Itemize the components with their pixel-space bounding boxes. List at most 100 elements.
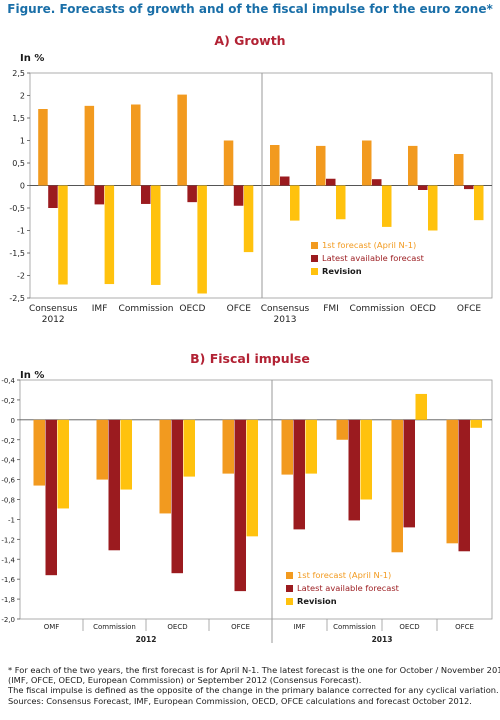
- y-tick-label: -0,4: [1, 377, 15, 385]
- bar: [151, 185, 161, 285]
- bar: [293, 419, 305, 530]
- bar: [391, 419, 403, 553]
- bar: [418, 185, 428, 190]
- bar: [408, 145, 418, 186]
- bar: [183, 419, 195, 477]
- y-tick-label: -1: [8, 516, 15, 524]
- bar: [326, 178, 336, 186]
- category-label: Consensus: [261, 304, 310, 314]
- bar: [33, 419, 45, 486]
- bar: [281, 419, 293, 475]
- year-label: 2012: [136, 635, 157, 644]
- bar: [96, 419, 108, 480]
- bar: [243, 185, 254, 253]
- legend-swatch: [286, 572, 293, 579]
- growth-panel-title: A) Growth: [214, 33, 286, 48]
- category-label: IMF: [92, 304, 108, 314]
- category-label: Commission: [350, 304, 405, 314]
- figure-title: Figure. Forecasts of growth and of the f…: [7, 2, 493, 16]
- bar: [428, 185, 438, 231]
- y-tick-label: -1: [17, 227, 25, 236]
- y-tick-label: -0,5: [9, 204, 25, 213]
- y-tick-label: -0,4: [1, 457, 15, 465]
- category-label: Commission: [119, 304, 174, 314]
- bar: [336, 185, 346, 220]
- category-label: OMF: [44, 623, 60, 631]
- bar: [246, 419, 258, 537]
- bar: [38, 109, 48, 186]
- category-label: 2012: [42, 315, 65, 325]
- bar: [177, 94, 187, 186]
- category-label: OECD: [179, 304, 205, 314]
- bar: [458, 419, 470, 552]
- bar: [234, 419, 246, 592]
- bar: [108, 419, 120, 551]
- category-label: OECD: [399, 623, 419, 631]
- y-tick-label: -1,4: [1, 556, 15, 564]
- bar: [403, 419, 415, 528]
- bar: [94, 185, 105, 205]
- category-label: FMI: [323, 304, 339, 314]
- category-label: Consensus: [29, 304, 78, 314]
- category-label: OFCE: [227, 304, 252, 314]
- legend-swatch: [311, 268, 318, 275]
- bar: [316, 145, 326, 186]
- y-tick-label: -1,8: [1, 596, 15, 604]
- bar: [270, 145, 280, 186]
- category-label: OECD: [410, 304, 436, 314]
- bar: [470, 419, 482, 428]
- y-tick-label: -1,2: [1, 536, 15, 544]
- bar: [454, 154, 464, 186]
- y-tick-label: 2: [20, 92, 25, 101]
- bar: [57, 419, 69, 509]
- footnote-line: (IMF, OFCE, OECD, European Commission) o…: [8, 675, 362, 686]
- y-tick-label: 0,5: [12, 159, 25, 168]
- bar: [187, 185, 197, 203]
- bar: [45, 419, 57, 576]
- legend-label: Latest available forecast: [322, 253, 425, 263]
- bar: [446, 419, 458, 544]
- growth-chart: 2,521,510,50-0,5-1-1,5-2-2,5Consensus201…: [9, 69, 493, 325]
- legend-label: 1st forecast (April N-1): [322, 240, 416, 250]
- bar: [290, 185, 300, 221]
- bar: [305, 419, 317, 474]
- bar: [197, 185, 207, 294]
- bar: [84, 105, 95, 186]
- category-label: OECD: [167, 623, 187, 631]
- legend-swatch: [286, 585, 293, 592]
- footnote: * For each of the two years, the first f…: [8, 665, 500, 706]
- bar: [159, 419, 171, 514]
- category-label: OFCE: [455, 623, 474, 631]
- bar: [280, 176, 290, 186]
- legend-label: Revision: [322, 266, 362, 276]
- y-tick-label: 0: [11, 417, 15, 425]
- legend-swatch: [311, 255, 318, 262]
- y-tick-label: -0,2: [1, 437, 15, 445]
- y-tick-label: 2,5: [12, 69, 25, 78]
- bar: [58, 185, 68, 285]
- bar: [474, 185, 484, 221]
- y-tick-label: -2,0: [1, 616, 15, 624]
- fiscal-impulse-chart: -0,4 -0,2 0 -0,2 -0,4 -0,6 -0,8 -1 -1,2 -1,4 -1,6 -…: [1, 377, 493, 644]
- bar: [372, 179, 382, 186]
- bar: [415, 393, 427, 420]
- bar: [120, 419, 132, 490]
- legend-label: 1st forecast (April N-1): [297, 570, 391, 580]
- y-tick-label: -0,8: [1, 497, 15, 505]
- legend-swatch: [311, 242, 318, 249]
- y-tick-label: 1: [20, 137, 25, 146]
- category-label: OFCE: [231, 623, 250, 631]
- bar: [336, 419, 348, 440]
- bar: [141, 185, 151, 204]
- legend-label: Latest available forecast: [297, 583, 400, 593]
- y-tick-label: -1,5: [9, 249, 25, 258]
- bar: [104, 185, 115, 285]
- footnote-line: * For each of the two years, the first f…: [8, 665, 500, 675]
- category-label: Commission: [93, 623, 136, 631]
- category-label: OFCE: [457, 304, 482, 314]
- fiscal-panel-title: B) Fiscal impulse: [190, 351, 310, 366]
- category-label: 2013: [274, 315, 297, 325]
- y-tick-label: 0: [20, 182, 25, 191]
- bar: [223, 140, 234, 186]
- bar: [131, 104, 141, 186]
